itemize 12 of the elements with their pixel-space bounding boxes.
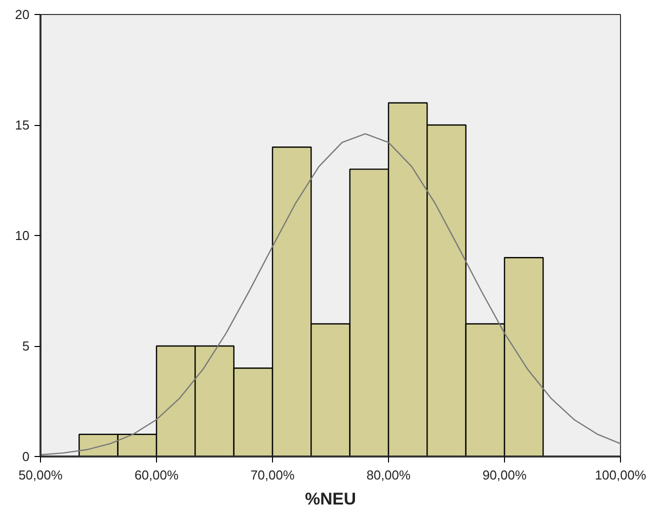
x-tick-label: 60,00% [134,468,179,482]
y-tick-label: 0 [22,449,30,464]
x-axis-title: %NEU [304,490,356,508]
y-tick-label: 10 [15,228,30,243]
x-tick-label: 80,00% [366,468,411,482]
x-tick-label: 70,00% [250,468,295,482]
y-tick-label: 15 [15,118,30,132]
y-tick-label: 5 [22,338,30,354]
x-tick-label: 50,00% [18,468,63,482]
x-tick-label: 90,00% [482,468,527,482]
x-tick-label: 100,00% [594,468,647,482]
y-tick-label: 20 [15,7,30,22]
